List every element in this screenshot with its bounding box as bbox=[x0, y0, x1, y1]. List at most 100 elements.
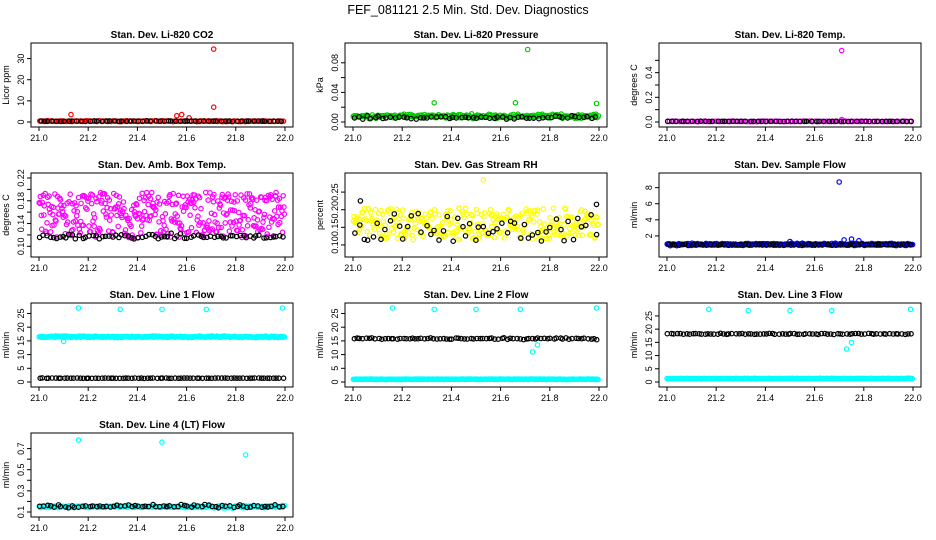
data-point bbox=[791, 330, 797, 337]
data-point bbox=[494, 114, 500, 120]
data-point bbox=[93, 195, 99, 202]
data-point bbox=[858, 331, 865, 337]
data-point bbox=[367, 209, 374, 216]
data-point bbox=[767, 242, 773, 248]
data-point bbox=[71, 208, 77, 214]
data-point bbox=[139, 503, 146, 510]
data-point bbox=[173, 200, 180, 207]
data-point-outlier bbox=[242, 452, 249, 458]
data-point bbox=[488, 335, 495, 341]
x-tick-label: 21.6 bbox=[806, 133, 824, 143]
data-point bbox=[506, 207, 512, 214]
data-point bbox=[430, 335, 437, 342]
data-point bbox=[131, 208, 138, 215]
data-point bbox=[92, 375, 99, 382]
panel-title: Stan. Dev. Li-820 Pressure bbox=[414, 30, 539, 41]
series-subset bbox=[664, 118, 915, 125]
data-point bbox=[188, 224, 195, 231]
data-point bbox=[369, 215, 375, 222]
data-point bbox=[818, 330, 825, 337]
data-point bbox=[756, 242, 762, 248]
y-tick-label: 0 bbox=[16, 379, 26, 384]
data-point bbox=[559, 114, 565, 121]
data-point bbox=[396, 220, 402, 226]
data-point bbox=[760, 331, 767, 337]
y-axis-label: ml/min bbox=[315, 332, 325, 359]
data-point bbox=[364, 228, 371, 235]
data-point bbox=[72, 236, 79, 242]
data-point bbox=[118, 118, 125, 124]
data-point bbox=[275, 204, 282, 211]
data-point bbox=[436, 237, 442, 243]
y-tick-label: 15 bbox=[16, 336, 26, 346]
data-point bbox=[543, 229, 549, 235]
data-point-outlier bbox=[512, 100, 519, 106]
plot-frame bbox=[30, 302, 294, 388]
data-point bbox=[45, 375, 52, 382]
data-point-outlier bbox=[60, 338, 67, 345]
x-tick-label: 21.0 bbox=[658, 263, 676, 273]
data-point bbox=[585, 211, 591, 217]
data-point bbox=[471, 228, 478, 235]
data-point bbox=[588, 212, 594, 218]
data-point bbox=[443, 336, 450, 342]
data-point bbox=[85, 375, 92, 382]
data-point bbox=[826, 118, 832, 125]
data-point bbox=[462, 233, 469, 239]
data-point bbox=[736, 241, 743, 248]
data-point bbox=[70, 375, 77, 382]
data-point bbox=[372, 206, 379, 213]
data-point bbox=[428, 231, 434, 238]
data-point bbox=[499, 220, 505, 227]
data-point bbox=[770, 241, 776, 248]
data-point bbox=[256, 208, 263, 215]
data-point bbox=[97, 227, 103, 233]
x-tick-label: 21.8 bbox=[855, 393, 873, 403]
data-point bbox=[66, 118, 72, 124]
data-point bbox=[886, 118, 893, 125]
data-point bbox=[550, 205, 557, 211]
data-point bbox=[725, 331, 732, 337]
data-point bbox=[244, 504, 250, 511]
data-point bbox=[595, 221, 602, 228]
data-point bbox=[206, 218, 212, 224]
page-title: FEF_081121 2.5 Min. Std. Dev. Diagnostic… bbox=[347, 3, 589, 17]
data-point bbox=[801, 118, 808, 125]
data-point bbox=[446, 336, 453, 343]
data-point bbox=[537, 335, 544, 342]
data-point bbox=[553, 216, 560, 222]
data-point bbox=[450, 238, 457, 245]
x-tick-label: 22.0 bbox=[904, 393, 922, 403]
data-point bbox=[401, 114, 407, 120]
series-subset bbox=[38, 118, 284, 125]
series-all bbox=[664, 179, 916, 249]
data-point bbox=[99, 198, 105, 204]
panel-title: Stan. Dev. Line 1 Flow bbox=[110, 290, 215, 301]
y-tick-label: 4 bbox=[644, 217, 654, 222]
data-point bbox=[41, 212, 47, 218]
x-tick-label: 21.8 bbox=[227, 523, 245, 533]
y-tick-label: 5 bbox=[330, 366, 340, 371]
data-point bbox=[501, 235, 508, 241]
data-point bbox=[364, 237, 371, 244]
data-point bbox=[546, 235, 553, 242]
data-point bbox=[837, 331, 844, 337]
data-point bbox=[209, 226, 216, 232]
data-point bbox=[356, 222, 363, 228]
data-point bbox=[41, 118, 48, 125]
data-point bbox=[103, 211, 109, 217]
data-point bbox=[274, 118, 281, 125]
y-tick-label: 5 bbox=[16, 366, 26, 371]
data-point bbox=[248, 200, 254, 207]
data-point bbox=[568, 113, 575, 119]
data-point bbox=[191, 502, 197, 508]
x-tick-label: 21.8 bbox=[227, 133, 245, 143]
data-point bbox=[407, 335, 413, 342]
data-point bbox=[114, 502, 120, 509]
data-point bbox=[223, 212, 230, 218]
x-tick-label: 21.6 bbox=[178, 393, 196, 403]
data-point bbox=[38, 118, 44, 124]
x-tick-label: 21.0 bbox=[30, 393, 48, 403]
data-point bbox=[62, 375, 68, 382]
data-point bbox=[409, 335, 416, 342]
